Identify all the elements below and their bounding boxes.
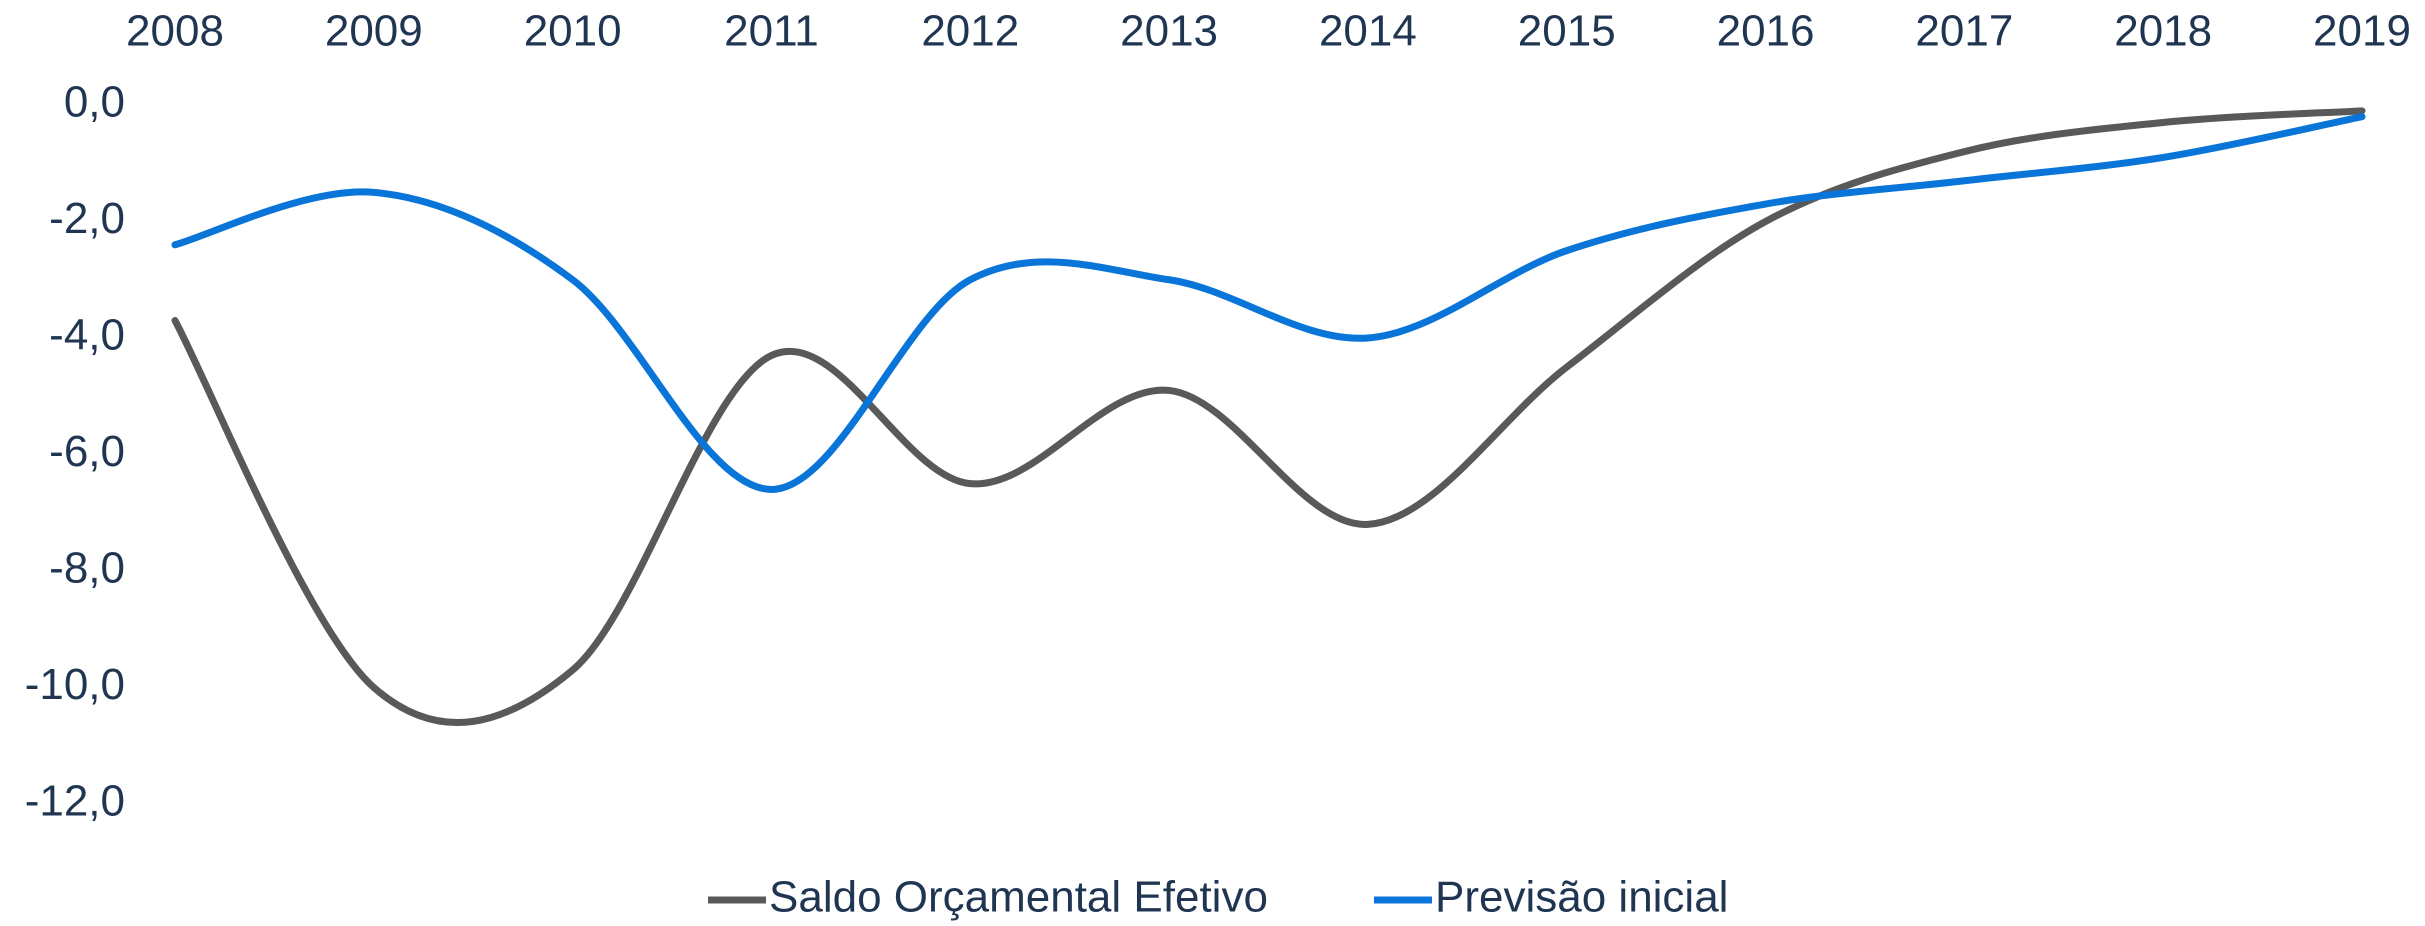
x-tick-label: 2019 (2313, 7, 2411, 56)
x-tick-label: 2015 (1518, 7, 1616, 56)
legend-label: Saldo Orçamental Efetivo (769, 873, 1268, 922)
y-tick-label: -4,0 (49, 311, 125, 360)
x-tick-label: 2011 (724, 7, 819, 56)
x-tick-label: 2018 (2114, 7, 2212, 56)
x-tick-label: 2008 (126, 7, 224, 56)
y-tick-label: 0,0 (64, 78, 125, 127)
y-tick-label: -12,0 (25, 777, 125, 826)
line-series (171, 113, 2366, 493)
y-tick-label: -8,0 (49, 544, 125, 593)
x-tick-label: 2014 (1319, 7, 1417, 56)
x-tick-label: 2012 (921, 7, 1019, 56)
x-tick-label: 2009 (325, 7, 423, 56)
legend-label: Previsão inicial (1435, 873, 1728, 922)
x-tick-label: 2017 (1915, 7, 2013, 56)
y-tick-label: -10,0 (25, 660, 125, 709)
y-tick-label: -2,0 (49, 194, 125, 243)
y-tick-label: -6,0 (49, 427, 125, 476)
x-tick-label: 2010 (524, 7, 622, 56)
x-tick-label: 2013 (1120, 7, 1218, 56)
x-tick-label: 2016 (1717, 7, 1815, 56)
line-series (171, 107, 2366, 726)
